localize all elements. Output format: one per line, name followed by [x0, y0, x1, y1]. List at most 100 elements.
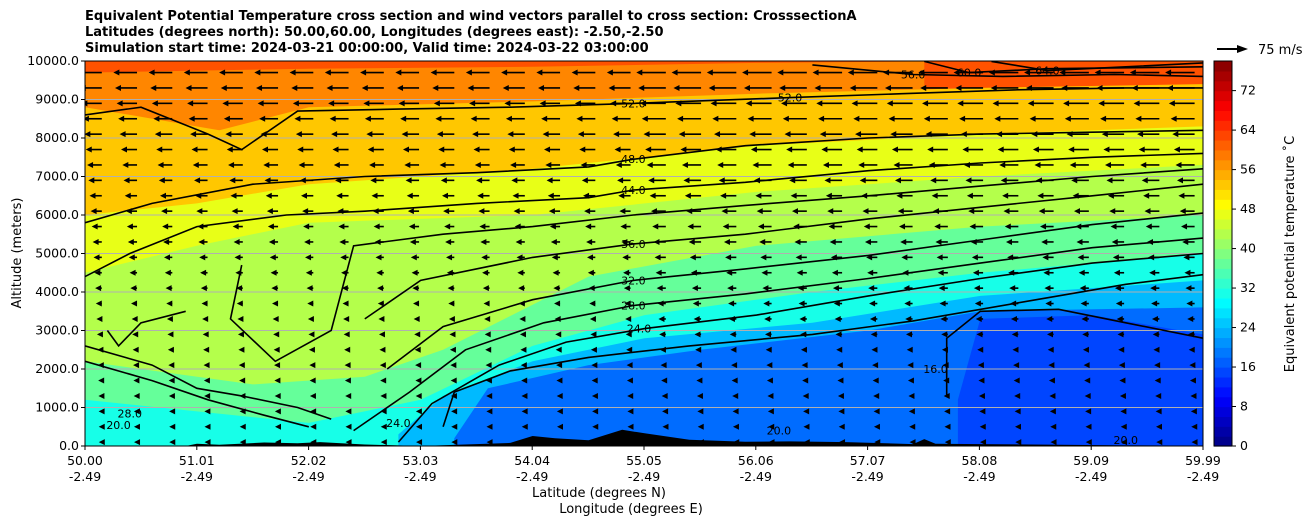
wind-vector-head	[1110, 223, 1117, 230]
wind-vector-head	[555, 346, 562, 353]
wind-vector-head	[1121, 439, 1128, 446]
wind-vector	[683, 177, 702, 184]
wind-vector	[518, 300, 525, 307]
wind-vector	[199, 254, 208, 261]
wind-vector	[374, 238, 384, 245]
wind-vector	[943, 392, 950, 399]
wind-vector	[758, 223, 772, 230]
wind-vector-head	[836, 346, 843, 353]
wind-vector-head	[308, 346, 315, 353]
wind-vector	[395, 69, 420, 76]
wind-vector-head	[1107, 192, 1114, 199]
wind-vector-head	[416, 423, 423, 430]
wind-vector-head	[824, 177, 831, 184]
wind-vector	[799, 315, 807, 322]
wind-vector	[800, 346, 807, 353]
wind-vector	[1120, 423, 1127, 430]
wind-vector-head	[239, 377, 246, 384]
y-tick-label-6: 6000.0	[35, 207, 79, 222]
wind-vector-head	[851, 100, 858, 107]
wind-vector-head	[1143, 192, 1150, 199]
wind-vector-head	[1043, 269, 1050, 276]
wind-vector	[168, 362, 175, 369]
wind-vector-head	[693, 315, 700, 322]
wind-vector	[838, 423, 845, 430]
wind-vector-head	[274, 377, 281, 384]
wind-vector-head	[802, 392, 809, 399]
wind-vector	[544, 146, 561, 153]
wind-vector-head	[641, 115, 648, 122]
wind-vector	[1049, 408, 1056, 415]
wind-vector	[345, 423, 352, 430]
wind-vector-head	[93, 254, 100, 261]
wind-vector-head	[435, 115, 442, 122]
wind-vector-head	[1104, 161, 1111, 168]
wind-vector	[1156, 439, 1163, 446]
wind-vector	[231, 208, 243, 215]
wind-vector	[332, 146, 349, 153]
wind-vector	[512, 192, 525, 199]
wind-vector	[1085, 408, 1092, 415]
wind-vector-head	[717, 161, 724, 168]
wind-vector	[1179, 208, 1195, 215]
wind-vector-head	[486, 392, 493, 399]
wind-vector	[194, 177, 208, 184]
wind-vector-head	[96, 315, 103, 322]
wind-vector	[979, 423, 986, 430]
wind-vector	[484, 315, 491, 322]
wind-vector-head	[415, 408, 422, 415]
wind-vector	[941, 331, 948, 338]
wind-vector-head	[814, 84, 821, 91]
wind-vector-head	[922, 100, 929, 107]
wind-vector	[886, 100, 913, 107]
wind-vector	[505, 115, 525, 122]
wind-vector	[1120, 408, 1127, 415]
wind-vector-head	[591, 392, 598, 399]
wind-vector-head	[406, 192, 413, 199]
wind-vector	[1084, 377, 1091, 384]
colorbar-segment-5	[1214, 386, 1232, 398]
colorbar-segment-27	[1214, 169, 1232, 181]
wind-vector-head	[1137, 131, 1144, 138]
wind-vector-head	[943, 392, 950, 399]
wind-vector-head	[339, 238, 346, 245]
wind-vector-head	[688, 238, 695, 245]
wind-vector-head	[626, 346, 633, 353]
wind-vector	[229, 177, 243, 184]
wind-vector-head	[1188, 346, 1195, 353]
wind-vector	[1014, 408, 1021, 415]
wind-vector	[263, 161, 279, 168]
wind-vector	[591, 377, 598, 384]
wind-vector	[659, 346, 666, 353]
wind-vector	[1182, 238, 1195, 245]
wind-vector-head	[95, 285, 102, 292]
wind-vector	[380, 377, 387, 384]
wind-vector	[294, 115, 314, 122]
wind-vector	[482, 285, 490, 292]
colorbar-tick-label-8: 64	[1240, 122, 1256, 137]
colorbar-segment-36	[1214, 80, 1232, 92]
wind-vector	[1187, 315, 1195, 322]
wind-vector	[1118, 346, 1125, 353]
wind-vector	[723, 238, 737, 245]
wind-vector-head	[756, 208, 763, 215]
wind-vector	[584, 208, 596, 215]
wind-vector	[802, 392, 809, 399]
wind-vector	[485, 362, 492, 369]
wind-vector	[1063, 100, 1089, 107]
wind-vector-head	[1085, 423, 1092, 430]
wind-vector	[239, 377, 246, 384]
wind-vector	[302, 208, 314, 215]
wind-vector	[1137, 131, 1160, 138]
wind-vector	[1098, 100, 1125, 107]
wind-vector-head	[1146, 238, 1153, 245]
wind-vector-head	[690, 269, 697, 276]
wind-vector-head	[202, 315, 209, 322]
wind-vector	[380, 408, 387, 415]
wind-vector-head	[941, 346, 948, 353]
colorbar-tick-label-9: 72	[1240, 83, 1256, 98]
wind-vector	[625, 331, 632, 338]
wind-vector-head	[194, 177, 201, 184]
wind-vector	[1150, 285, 1160, 292]
wind-vector	[905, 315, 913, 322]
